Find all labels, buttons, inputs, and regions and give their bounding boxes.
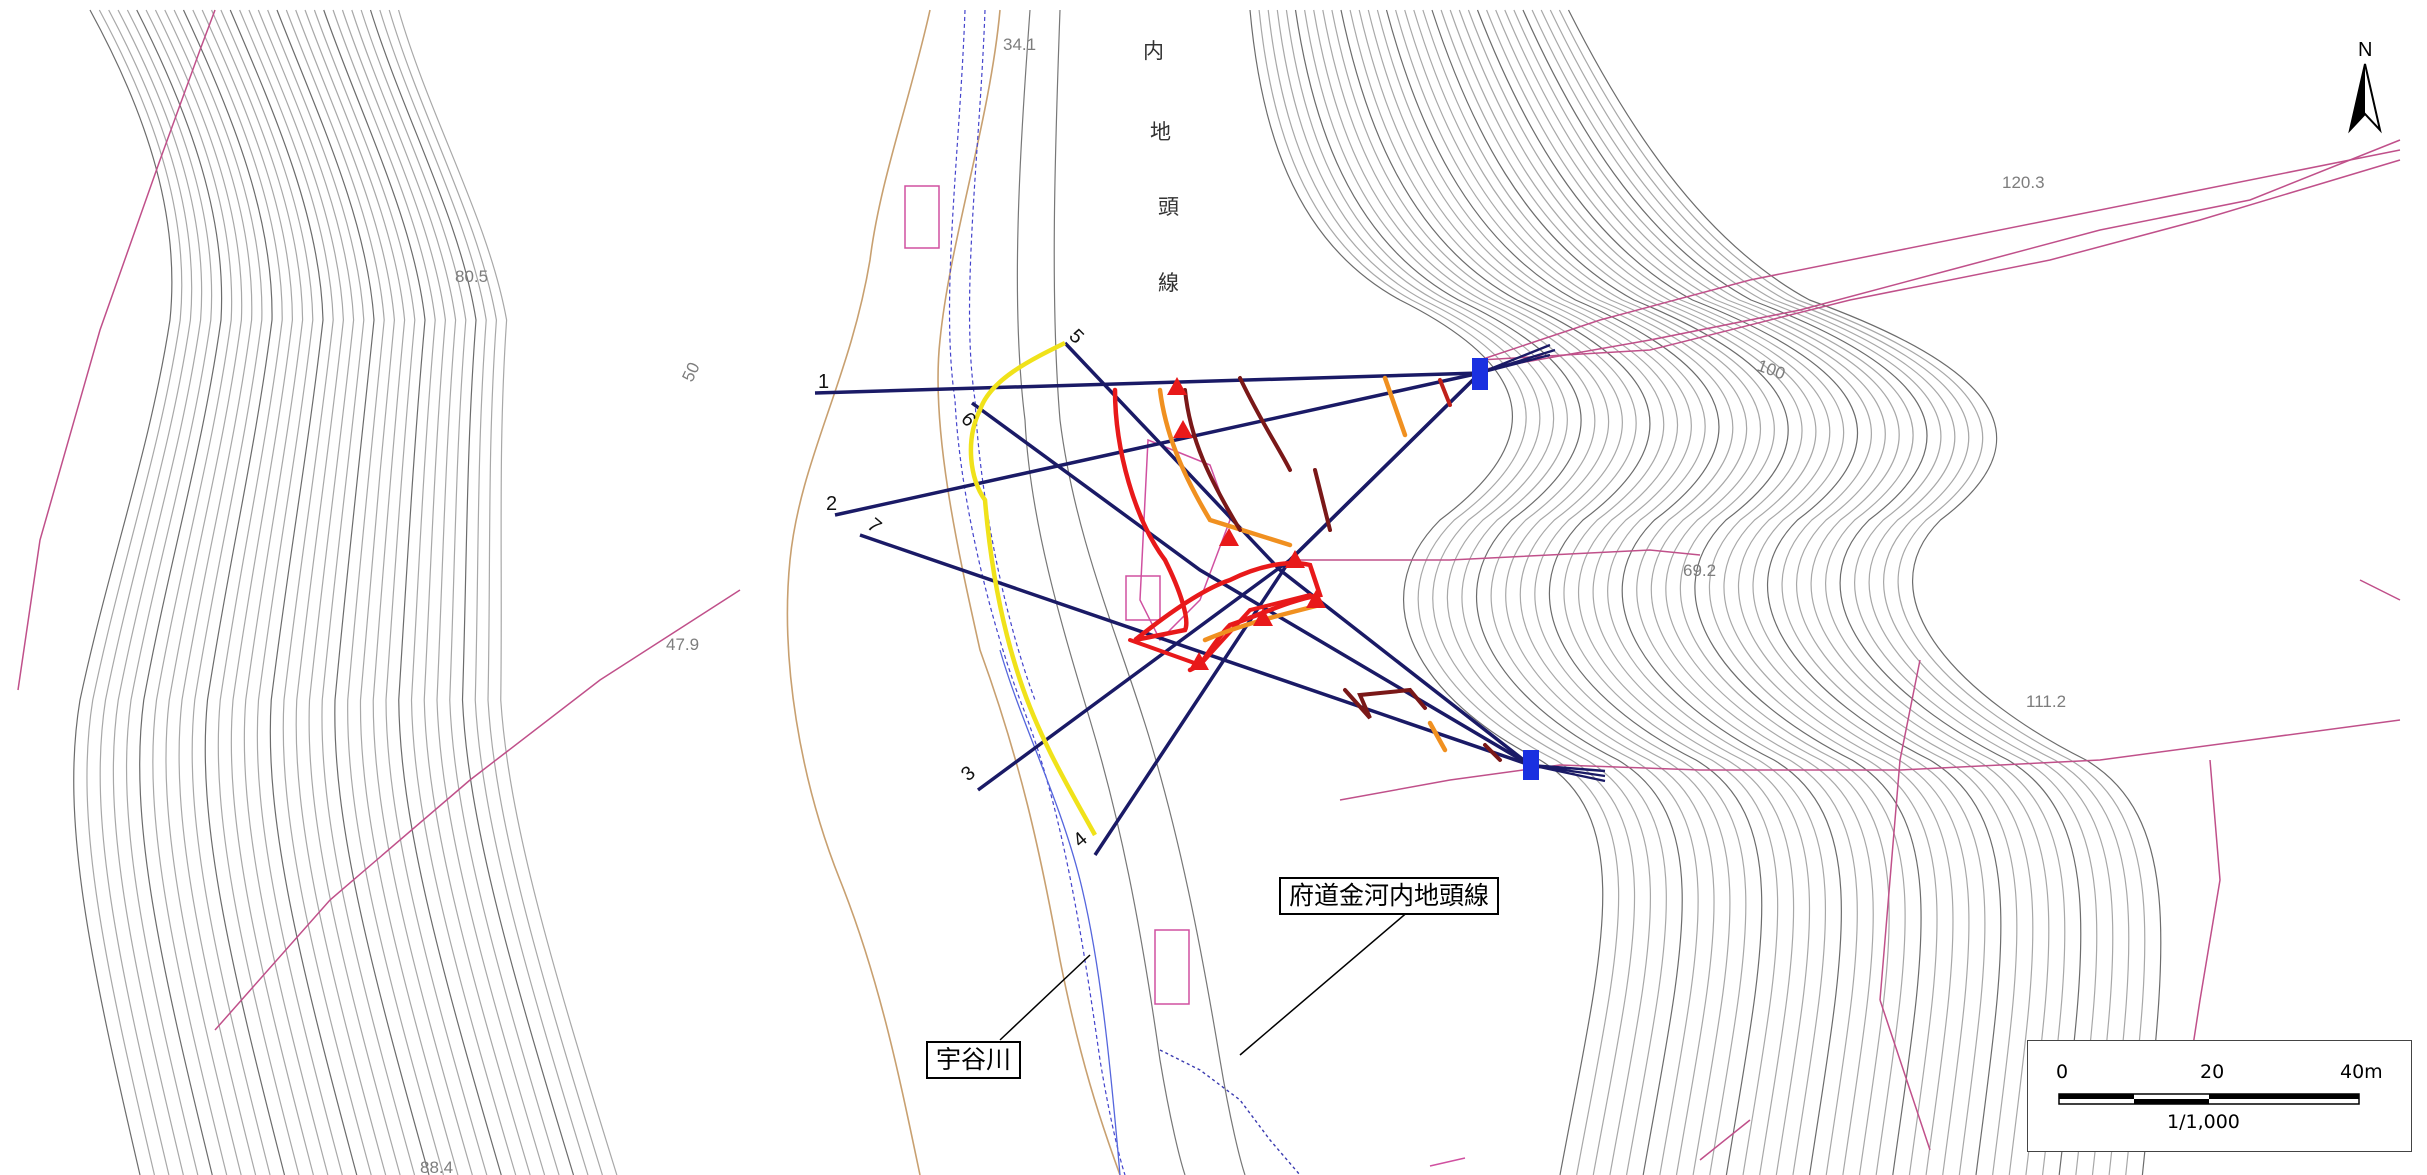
svg-text:47.9: 47.9 [666,635,699,654]
contour-line [1505,10,2049,1175]
scale-start: 0 [2056,1061,2068,1083]
west-contours [74,10,617,1175]
hazard-zones [1115,378,1500,760]
svg-text:80.5: 80.5 [455,267,488,286]
svg-text:120.3: 120.3 [2002,173,2045,192]
contour-line [221,10,342,1175]
contour-line [1268,10,1634,1175]
svg-text:地: 地 [1150,120,1171,144]
contour-line [371,10,574,1175]
survey-line-7 [860,535,1530,765]
contour-line [1277,10,1650,1175]
north-arrow-icon: N [2336,32,2396,142]
scale-mid: 20 [2200,1061,2224,1083]
river-label: 宇谷川 [926,1041,1021,1079]
contour-line [1450,10,1953,1175]
river-road-lines [787,10,1300,1175]
road-vertical-text: 内 地 頭 線 [1143,39,1179,295]
contour-line [277,10,429,1175]
contour-line [1314,10,1714,1175]
survey-line-1 [815,373,1480,393]
blue-station-markers [1472,358,1539,780]
svg-text:内: 内 [1143,39,1164,63]
contour-line [1259,10,1619,1175]
contour-line [240,10,372,1175]
scale-end: 40m [2340,1061,2383,1083]
svg-text:34.1: 34.1 [1003,35,1036,54]
scale-bar: 0 20 40m 1/1,000 [2027,1040,2412,1152]
contour-line [155,10,241,1175]
contour-line [1332,10,1746,1175]
contour-line [1496,10,2033,1175]
svg-text:1: 1 [818,371,829,393]
svg-text:4: 4 [1069,828,1092,852]
svg-text:69.2: 69.2 [1683,561,1716,580]
contour-line [1377,10,1825,1175]
survey-line-6 [972,403,1530,765]
contour-line [202,10,313,1175]
contour-line [380,10,588,1175]
contour-line [1359,10,1793,1175]
contour-line [1387,10,1842,1175]
contour-line [1296,10,1683,1175]
contour-line [324,10,502,1175]
contour-line [305,10,472,1175]
contour-line [146,10,232,1175]
river-leader-line [1000,955,1090,1040]
svg-text:50: 50 [678,360,703,385]
scale-ratio: 1/1,000 [2167,1111,2240,1133]
contour-line [1514,10,2065,1175]
road-label: 府道金河内地頭線 [1279,877,1499,915]
svg-text:線: 線 [1158,271,1179,295]
svg-text:3: 3 [957,762,980,786]
contour-line [1423,10,1905,1175]
contour-line [389,10,602,1175]
road-leader-line [1240,910,1410,1055]
svg-text:88.4: 88.4 [420,1158,453,1175]
contour-line [1323,10,1730,1175]
contour-line [296,10,458,1175]
contour-line [1396,10,1858,1175]
contour-line [1487,10,2017,1175]
survey-lines [815,343,1605,855]
svg-text:2: 2 [826,493,837,515]
svg-text:N: N [2358,39,2372,61]
contour-line [1559,10,2144,1175]
svg-text:7: 7 [863,514,886,538]
survey-line-2 [835,373,1480,515]
contour-line [1459,10,1969,1175]
scale-ticks [2058,1089,2362,1109]
svg-text:111.2: 111.2 [2026,692,2066,711]
svg-text:頭: 頭 [1158,195,1179,219]
contour-line [314,10,486,1175]
contour-line [1350,10,1778,1175]
